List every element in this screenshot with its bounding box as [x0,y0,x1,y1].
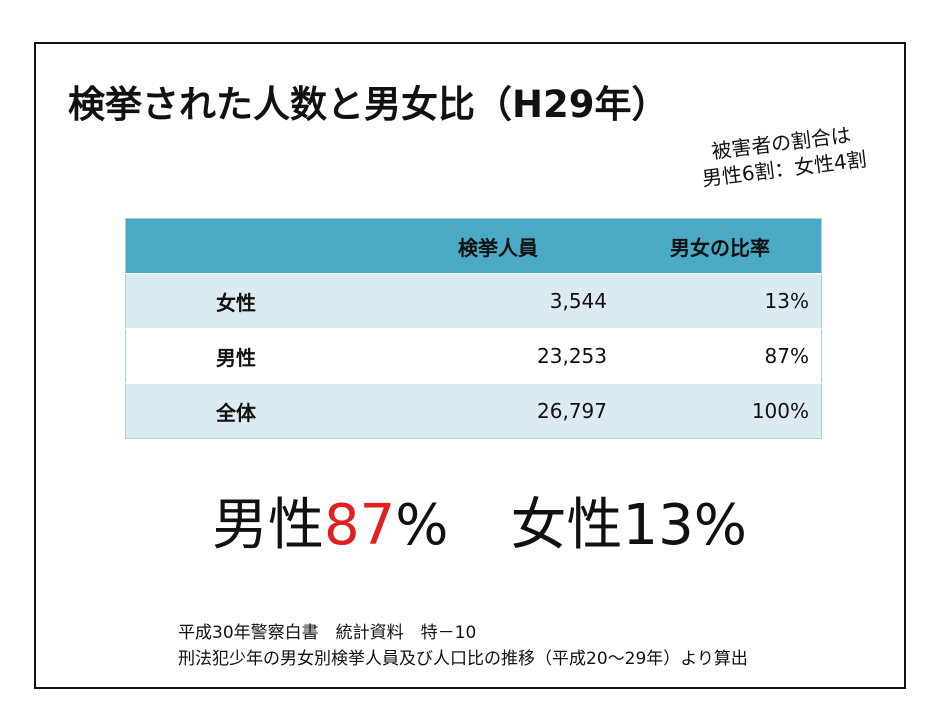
title: 検挙された人数と男女比（H29年） [68,83,669,126]
summary-highlight: 87 [324,493,396,558]
summary: 男性87% 女性13% [212,480,747,561]
row-label: 女性 [125,273,377,329]
summary-text: 男性 [212,493,324,558]
source-line: 刑法犯少年の男女別検挙人員及び人口比の推移（平成20～29年）より算出 [178,649,748,669]
row-label: 全体 [125,383,377,439]
cell: 3,544 [377,273,619,329]
table-row: 男性 23,253 87% [125,328,822,384]
header-row: 検挙人員 男女の比率 [125,218,822,274]
table: 検挙人員 男女の比率 女性 3,544 13% 男性 23,253 87% 全体 26,797… [125,218,822,439]
frame [34,42,906,689]
source: 平成30年警察白書 統計資料 特－10 刑法犯少年の男女別検挙人員及び人口比の推… [178,620,748,672]
summary-text: % [395,493,449,558]
cell: 87% [619,328,822,384]
table-body: 女性 3,544 13% 男性 23,253 87% 全体 26,797 100% [125,273,822,439]
table-row: 女性 3,544 13% [125,273,822,329]
summary-text: 女性13% [510,493,747,558]
cell: 13% [619,273,822,329]
table-row: 全体 26,797 100% [125,383,822,439]
cell: 26,797 [377,383,619,439]
header-cell: 検挙人員 [377,218,619,274]
source-line: 平成30年警察白書 統計資料 特－10 [178,623,477,643]
cell: 23,253 [377,328,619,384]
cell: 100% [619,383,822,439]
header-cell [125,218,377,274]
header-cell: 男女の比率 [619,218,822,274]
row-label: 男性 [125,328,377,384]
